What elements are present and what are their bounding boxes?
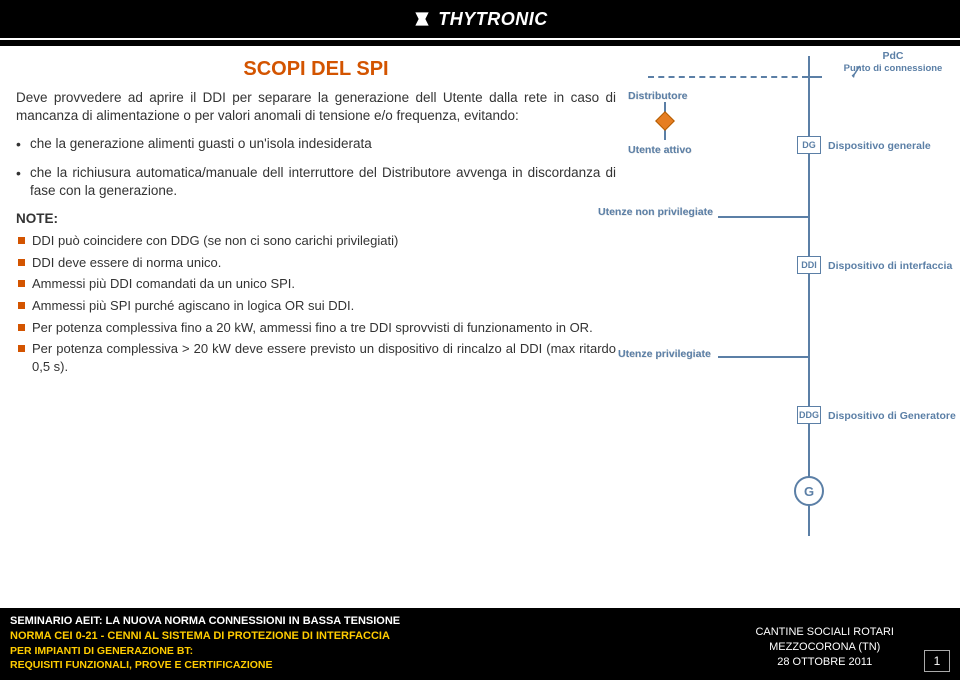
distributore-label: Distributore	[628, 90, 688, 102]
note-list: DDI può coincidere con DDG (se non ci so…	[16, 232, 616, 375]
diagram-column: PdC Punto di connessione Distributore Ut…	[628, 56, 944, 536]
footer-mid2: MEZZOCORONA (TN)	[755, 640, 894, 655]
note-item: DDI deve essere di norma unico.	[16, 254, 616, 272]
utente-attivo-label: Utente attivo	[628, 144, 692, 156]
intro-paragraph: Deve provvedere ad aprire il DDI per sep…	[16, 89, 616, 125]
footer-line4: REQUISITI FUNZIONALI, PROVE E CERTIFICAZ…	[10, 658, 735, 672]
pdc-arrow-icon	[850, 64, 870, 83]
diamond-symbol	[658, 102, 672, 140]
utenze-non-priv-label: Utenze non privilegiate	[598, 206, 718, 218]
page-title: SCOPI DEL SPI	[16, 56, 616, 83]
footer-bar: SEMINARIO AEIT: LA NUOVA NORMA CONNESSIO…	[0, 608, 960, 680]
page-number: 1	[934, 654, 941, 668]
header-bar: THYTRONIC	[0, 0, 960, 38]
note-heading: NOTE:	[16, 210, 616, 228]
ddg-text: Dispositivo di Generatore	[828, 410, 956, 422]
note-item: Ammessi più DDI comandati da un unico SP…	[16, 275, 616, 293]
footer-line1: SEMINARIO AEIT: LA NUOVA NORMA CONNESSIO…	[10, 614, 735, 629]
dashed-connection	[648, 76, 808, 78]
note-item: Ammessi più SPI purché agiscano in logic…	[16, 297, 616, 315]
logo-icon	[412, 9, 432, 29]
content: SCOPI DEL SPI Deve provvedere ad aprire …	[0, 46, 960, 536]
footer-line3: PER IMPIANTI DI GENERAZIONE BT:	[10, 644, 735, 658]
footer-line2: NORMA CEI 0-21 - CENNI AL SISTEMA DI PRO…	[10, 629, 735, 644]
note-item: Per potenza complessiva fino a 20 kW, am…	[16, 319, 616, 337]
note-item: DDI può coincidere con DDG (se non ci so…	[16, 232, 616, 250]
dg-box: DG	[797, 136, 821, 154]
footer-mid3: 28 OTTOBRE 2011	[755, 655, 894, 670]
tap-wire-2	[718, 356, 810, 358]
brand-logo: THYTRONIC	[412, 9, 548, 30]
ddg-box: DDG	[797, 406, 821, 424]
utenze-priv-label: Utenze privilegiate	[618, 348, 711, 360]
tap-wire	[718, 216, 810, 218]
footer-left: SEMINARIO AEIT: LA NUOVA NORMA CONNESSIO…	[10, 614, 735, 672]
note-item: Per potenza complessiva > 20 kW deve ess…	[16, 340, 616, 375]
generator-symbol: G	[794, 476, 824, 506]
bus-line	[808, 56, 810, 536]
pdc-line1: PdC	[883, 50, 904, 62]
bullet-list: che la generazione alimenti guasti o un'…	[16, 135, 616, 200]
dg-text: Dispositivo generale	[828, 140, 931, 152]
brand-text: THYTRONIC	[438, 9, 548, 30]
footer-mid1: CANTINE SOCIALI ROTARI	[755, 625, 894, 640]
single-line-diagram: PdC Punto di connessione Distributore Ut…	[628, 56, 928, 536]
ddi-box: DDI	[797, 256, 821, 274]
text-column: SCOPI DEL SPI Deve provvedere ad aprire …	[16, 56, 616, 536]
bullet-item: che la generazione alimenti guasti o un'…	[16, 135, 616, 153]
bullet-item: che la richiusura automatica/manuale del…	[16, 164, 616, 200]
page-number-box: 1	[924, 650, 950, 672]
ddi-text: Dispositivo di interfaccia	[828, 260, 952, 272]
bus-tap	[808, 76, 822, 78]
footer-mid: CANTINE SOCIALI ROTARI MEZZOCORONA (TN) …	[735, 625, 914, 672]
